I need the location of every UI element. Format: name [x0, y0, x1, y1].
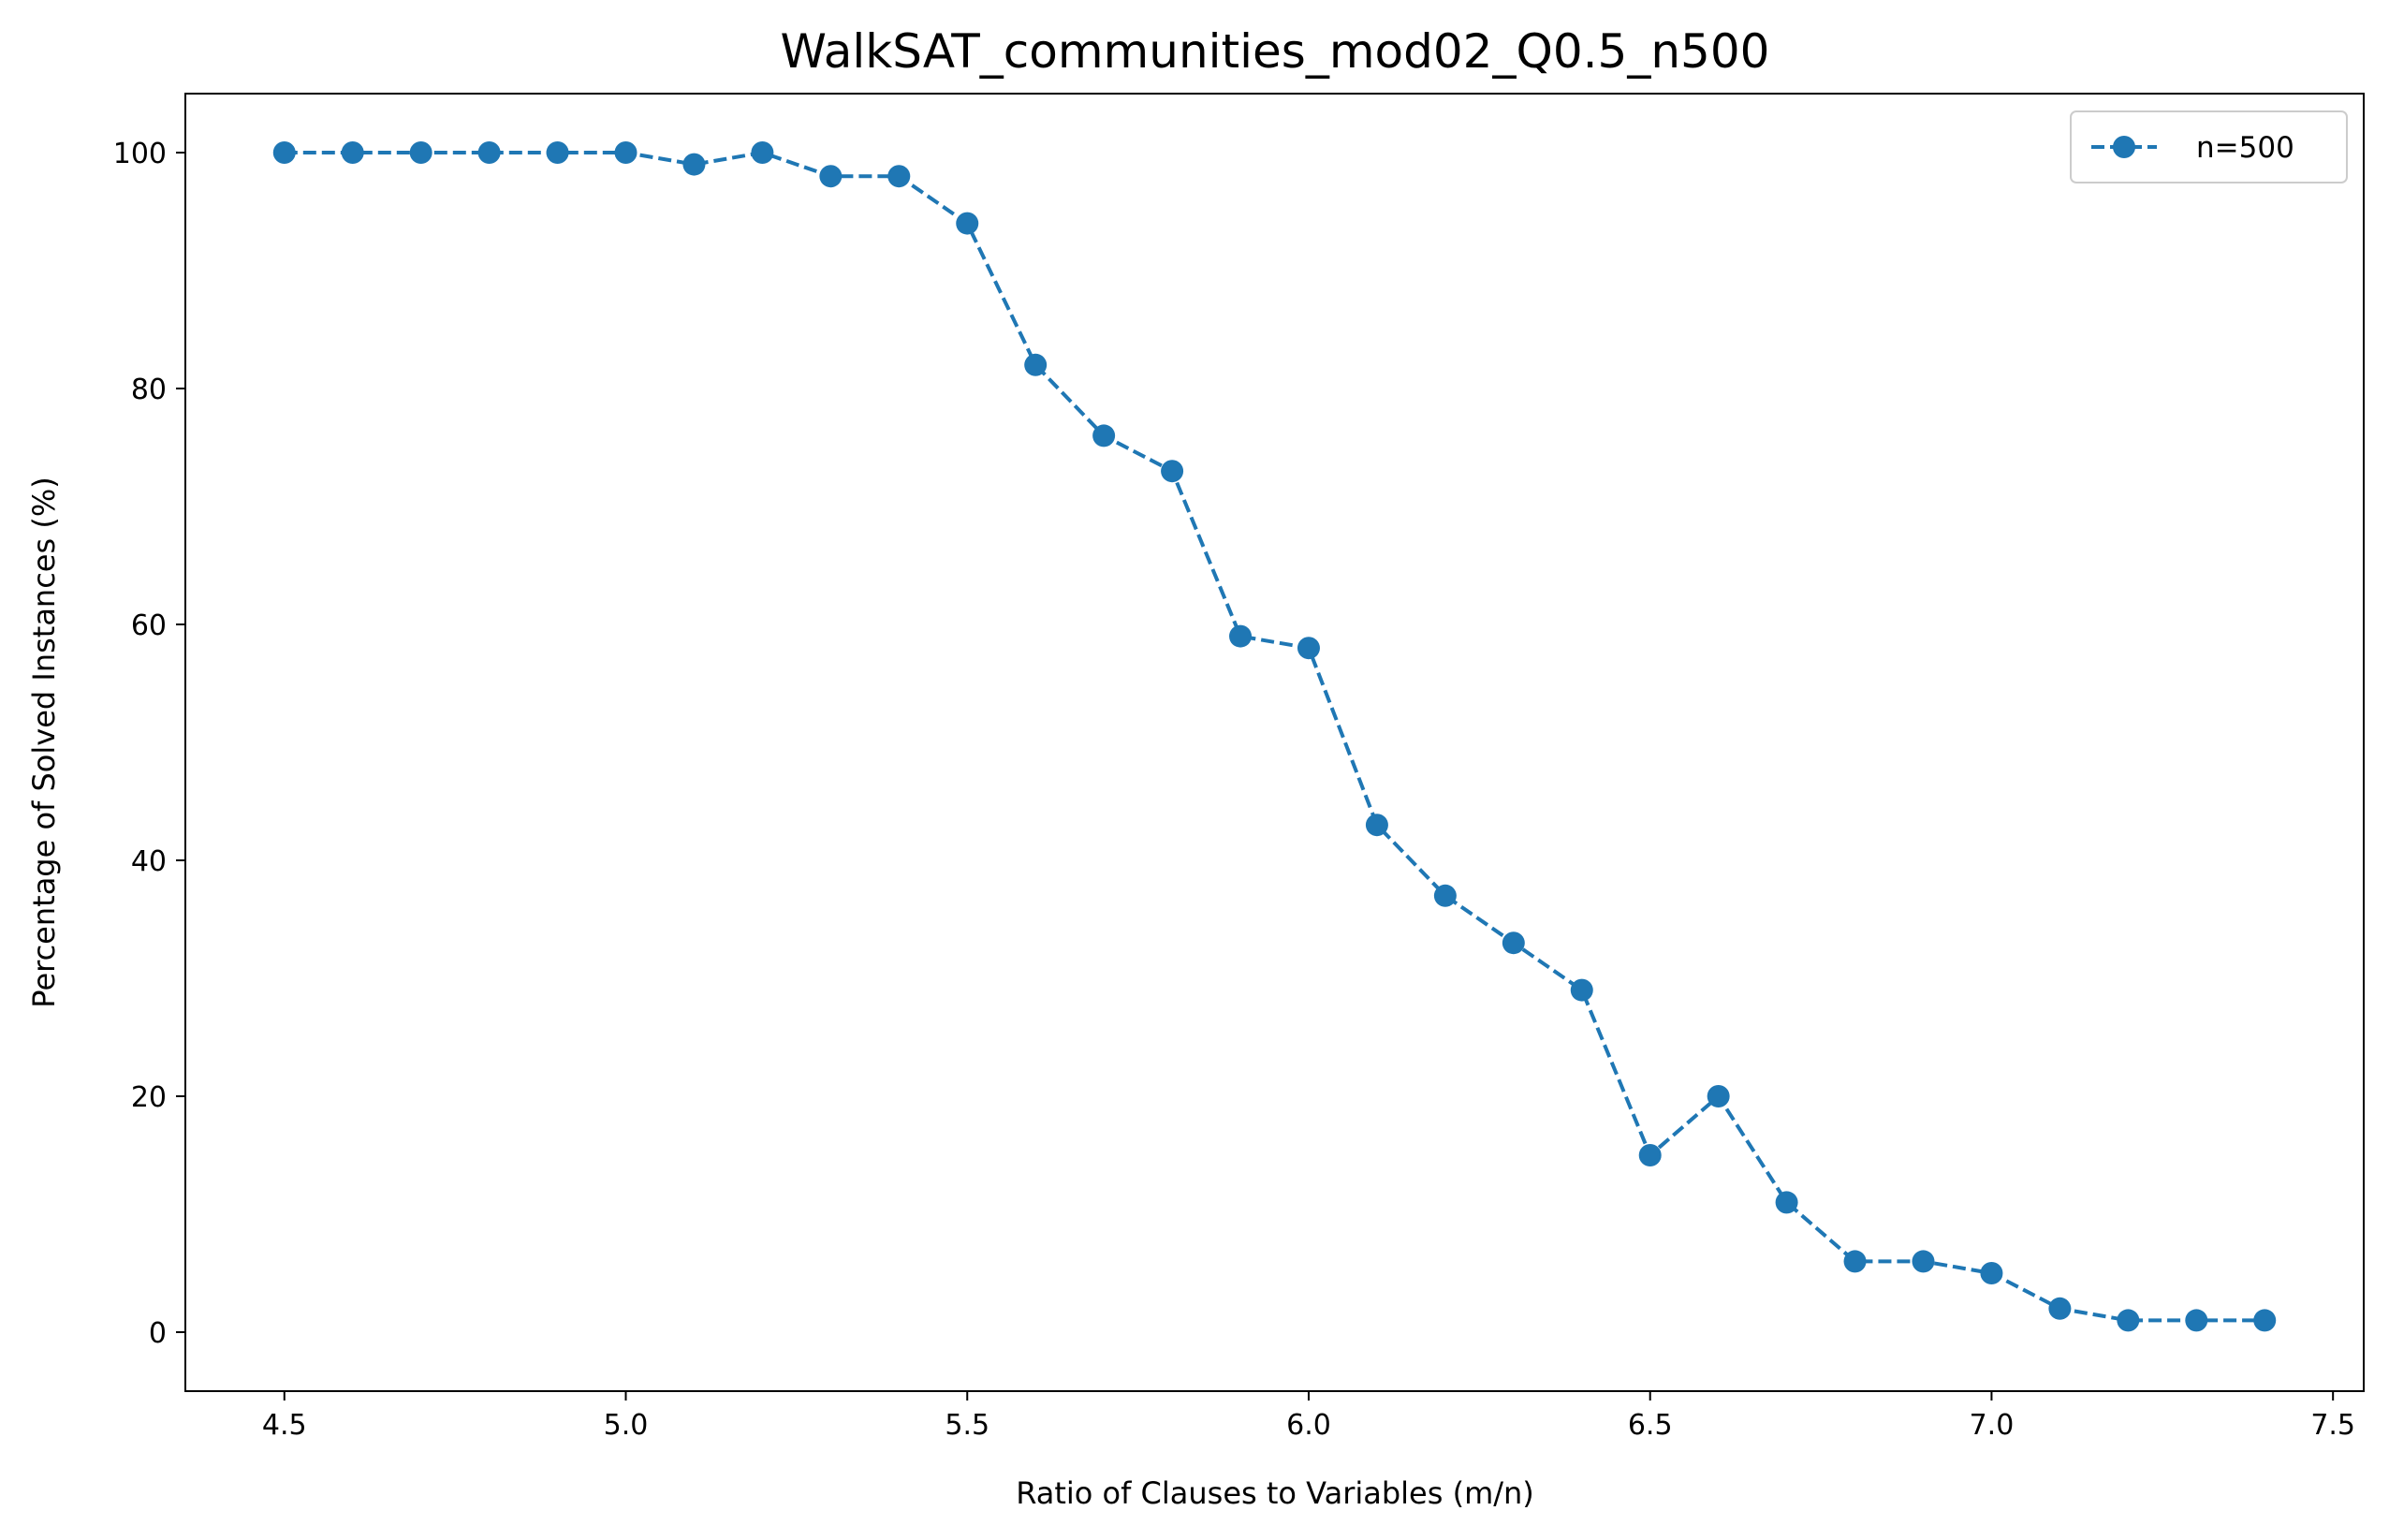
legend-entry-label: n=500: [2196, 131, 2294, 165]
data-point: [1638, 1144, 1662, 1166]
data-point: [887, 165, 911, 188]
data-point: [2117, 1309, 2140, 1332]
data-point: [1024, 353, 1048, 376]
x-axis: 4.5 5.0 5.5 6.0 6.5 7.0 7.5: [262, 1391, 2355, 1442]
data-point: [546, 141, 569, 164]
y-axis-label: Percentage of Solved Instances (%): [26, 477, 62, 1007]
data-point: [477, 141, 501, 164]
chart-title: WalkSAT_communities_mod02_Q0.5_n500: [781, 24, 1770, 79]
data-point: [1161, 460, 1184, 483]
legend-marker: [2113, 136, 2135, 158]
y-tick-label: 100: [113, 138, 167, 170]
x-tick-label: 5.5: [945, 1409, 989, 1442]
x-tick-label: 7.5: [2310, 1409, 2355, 1442]
data-point: [751, 141, 774, 164]
data-point: [682, 153, 706, 176]
data-point: [2253, 1309, 2277, 1332]
legend: n=500: [2070, 110, 2348, 183]
legend-box: [2070, 110, 2348, 183]
data-point: [614, 141, 638, 164]
data-point: [819, 165, 843, 188]
data-point: [2185, 1309, 2208, 1332]
y-tick-label: 60: [131, 609, 167, 642]
data-point: [956, 212, 979, 235]
data-point: [409, 141, 432, 164]
data-point: [1980, 1262, 2003, 1284]
data-point: [1707, 1085, 1730, 1107]
series-line: [284, 151, 2265, 1323]
data-point: [1433, 884, 1457, 907]
data-point: [272, 141, 296, 164]
axes-frame: [184, 93, 2365, 1392]
x-tick-label: 7.0: [1970, 1409, 2015, 1442]
data-point: [1775, 1191, 1798, 1214]
data-point: [1912, 1250, 1935, 1273]
y-axis: 0 20 40 60 80 100: [113, 138, 185, 1350]
data-point: [341, 141, 364, 164]
data-point: [1297, 637, 1320, 660]
y-tick-label: 0: [149, 1317, 167, 1350]
data-point: [1092, 424, 1116, 447]
data-point: [1502, 931, 1525, 955]
data-point: [1365, 814, 1388, 837]
x-tick-label: 5.0: [604, 1409, 649, 1442]
data-point: [1843, 1250, 1867, 1273]
y-tick-label: 80: [131, 374, 167, 406]
y-tick-label: 40: [131, 845, 167, 878]
x-axis-label: Ratio of Clauses to Variables (m/n): [1016, 1475, 1534, 1511]
data-point: [2048, 1297, 2072, 1320]
data-point: [1229, 624, 1253, 648]
y-tick-label: 20: [131, 1081, 167, 1114]
x-tick-label: 6.5: [1628, 1409, 1673, 1442]
plot-area: [272, 141, 2277, 1332]
x-tick-label: 6.0: [1286, 1409, 1331, 1442]
x-tick-label: 4.5: [262, 1409, 307, 1442]
data-point: [1570, 978, 1593, 1002]
